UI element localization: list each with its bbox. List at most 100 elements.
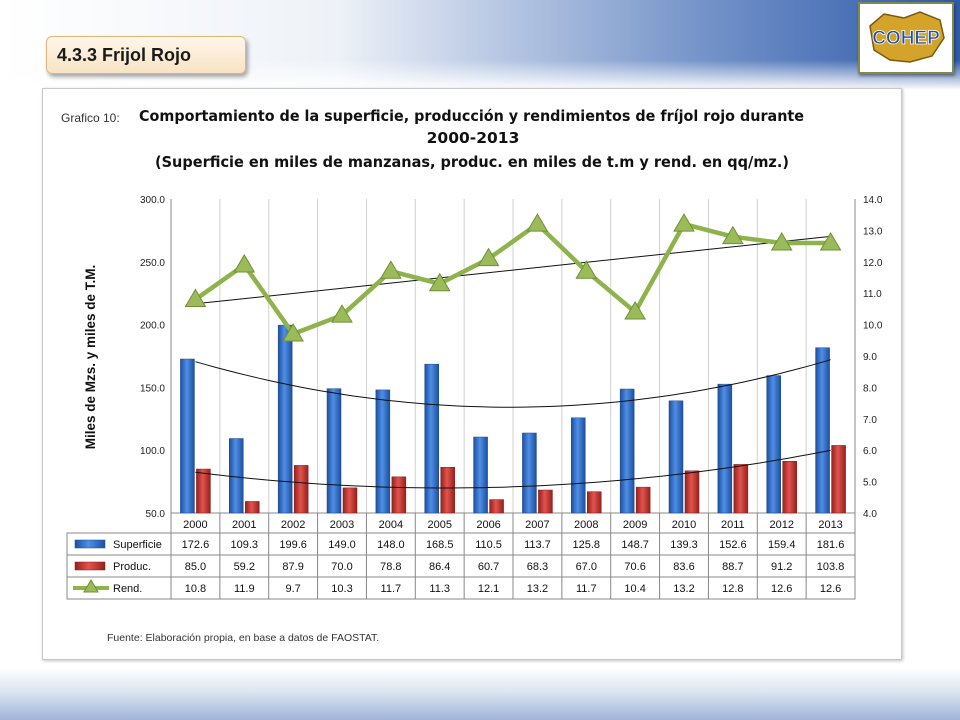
- bar-produc: [293, 465, 309, 514]
- x-tick-label: 2008: [574, 519, 598, 531]
- bar-produc: [587, 491, 602, 514]
- table-cell: 172.6: [182, 539, 210, 551]
- y-tick-label: 100.0: [140, 446, 165, 457]
- bar-produc: [342, 487, 358, 514]
- table-cell: 70.0: [331, 561, 352, 573]
- y2-tick-label: 13.0: [863, 226, 883, 237]
- table-cell: 78.8: [380, 561, 401, 573]
- table-cell: 9.7: [285, 583, 300, 595]
- marker-rend: [575, 260, 598, 279]
- table-cell: 139.3: [670, 539, 698, 551]
- chart: Grafico 10: Comportamiento de la superfi…: [61, 107, 883, 644]
- line-rend: [194, 221, 831, 337]
- bar-superficie: [717, 383, 733, 514]
- bar-superficie: [815, 347, 830, 514]
- bar-produc: [440, 467, 455, 514]
- table-cell: 68.3: [527, 561, 548, 573]
- marker-rend: [624, 301, 647, 320]
- bar-superficie: [766, 375, 781, 514]
- table-cell: 10.4: [624, 583, 645, 595]
- chart-frame: Grafico 10: Comportamiento de la superfi…: [42, 88, 902, 660]
- trendline-superficie: [195, 359, 831, 408]
- marker-rend: [233, 253, 256, 273]
- y2-tick-label: 6.0: [863, 446, 877, 457]
- table-cell: 12.6: [771, 583, 792, 595]
- table-cell: 85.0: [185, 561, 206, 573]
- table-cell: 152.6: [719, 539, 747, 551]
- cohep-logo: COHEP: [858, 2, 954, 74]
- x-tick-label: 2012: [769, 519, 793, 531]
- marker-rend: [526, 213, 549, 232]
- marker-rend: [428, 272, 451, 292]
- marker-rend: [379, 260, 402, 279]
- table-cell: 11.9: [234, 583, 255, 595]
- table-cell: 110.5: [475, 539, 502, 551]
- y2-tick-label: 8.0: [863, 383, 877, 394]
- y2-tick-label: 7.0: [863, 415, 877, 426]
- table-cell: 11.7: [576, 583, 597, 595]
- bar-superficie: [571, 417, 586, 514]
- legend-label: Produc.: [113, 561, 151, 573]
- table-cell: 125.8: [573, 539, 601, 551]
- table-cell: 91.2: [771, 561, 792, 573]
- table-cell: 10.8: [185, 583, 206, 595]
- bar-produc: [489, 499, 504, 514]
- bar-produc: [733, 464, 749, 514]
- table-cell: 86.4: [429, 561, 450, 573]
- legend-label: Superficie: [113, 539, 162, 551]
- y2-tick-label: 5.0: [863, 478, 877, 489]
- bar-superficie: [424, 363, 439, 514]
- chart-source: Fuente: Elaboración propia, en base a da…: [107, 632, 379, 644]
- legend-swatch-superficie: [74, 539, 106, 549]
- table-cell: 181.6: [817, 539, 845, 551]
- marker-rend: [282, 323, 305, 342]
- y-tick-label: 250.0: [140, 258, 165, 269]
- marker-rend: [331, 304, 353, 323]
- y-tick-label: 50.0: [146, 509, 166, 520]
- table-cell: 13.2: [673, 583, 694, 595]
- y2-tick-label: 4.0: [863, 509, 877, 520]
- y2-tick-label: 10.0: [863, 321, 883, 332]
- bar-superficie: [473, 436, 488, 514]
- y2-tick-label: 9.0: [863, 352, 877, 363]
- table-cell: 159.4: [768, 539, 796, 551]
- marker-rend: [770, 231, 793, 251]
- bar-superficie: [277, 324, 293, 514]
- chart-title-line-2: 2000-2013: [427, 129, 520, 147]
- section-title: 4.3.3 Frijol Rojo: [57, 44, 192, 65]
- bar-produc: [196, 468, 211, 514]
- trendline-rend: [195, 235, 831, 305]
- table-cell: 10.3: [331, 583, 352, 595]
- y2-tick-label: 11.0: [863, 289, 882, 300]
- bar-produc: [635, 486, 651, 514]
- bar-produc: [391, 476, 407, 514]
- bar-produc: [831, 445, 846, 514]
- bar-superficie: [619, 388, 635, 514]
- marker-rend: [721, 225, 744, 245]
- table-cell: 11.3: [429, 583, 450, 595]
- legend-label: Rend.: [113, 583, 142, 595]
- bar-produc: [538, 489, 553, 514]
- table-cell: 12.6: [820, 583, 841, 595]
- table-cell: 67.0: [576, 561, 597, 573]
- table-cell: 168.5: [426, 539, 454, 551]
- x-tick-label: 2004: [379, 519, 403, 531]
- table-cell: 109.3: [231, 539, 259, 551]
- y-tick-label: 300.0: [140, 195, 165, 206]
- bar-superficie: [180, 358, 195, 514]
- marker-rend: [673, 213, 695, 232]
- table-cell: 88.7: [722, 561, 743, 573]
- x-tick-label: 2006: [476, 519, 500, 531]
- bar-superficie: [229, 438, 244, 514]
- table-cell: 199.6: [279, 539, 307, 551]
- chart-title-line-1: Comportamiento de la superficie, producc…: [139, 107, 804, 125]
- table-cell: 60.7: [478, 561, 499, 573]
- y-axis-label: Miles de Mzs. y miles de T.M.: [83, 265, 98, 450]
- table-cell: 148.0: [377, 539, 405, 551]
- bar-superficie: [668, 400, 684, 514]
- table-cell: 83.6: [673, 561, 694, 573]
- x-tick-label: 2005: [427, 519, 451, 531]
- table-cell: 13.2: [527, 583, 548, 595]
- y-tick-label: 150.0: [140, 383, 165, 394]
- bar-superficie: [375, 389, 391, 514]
